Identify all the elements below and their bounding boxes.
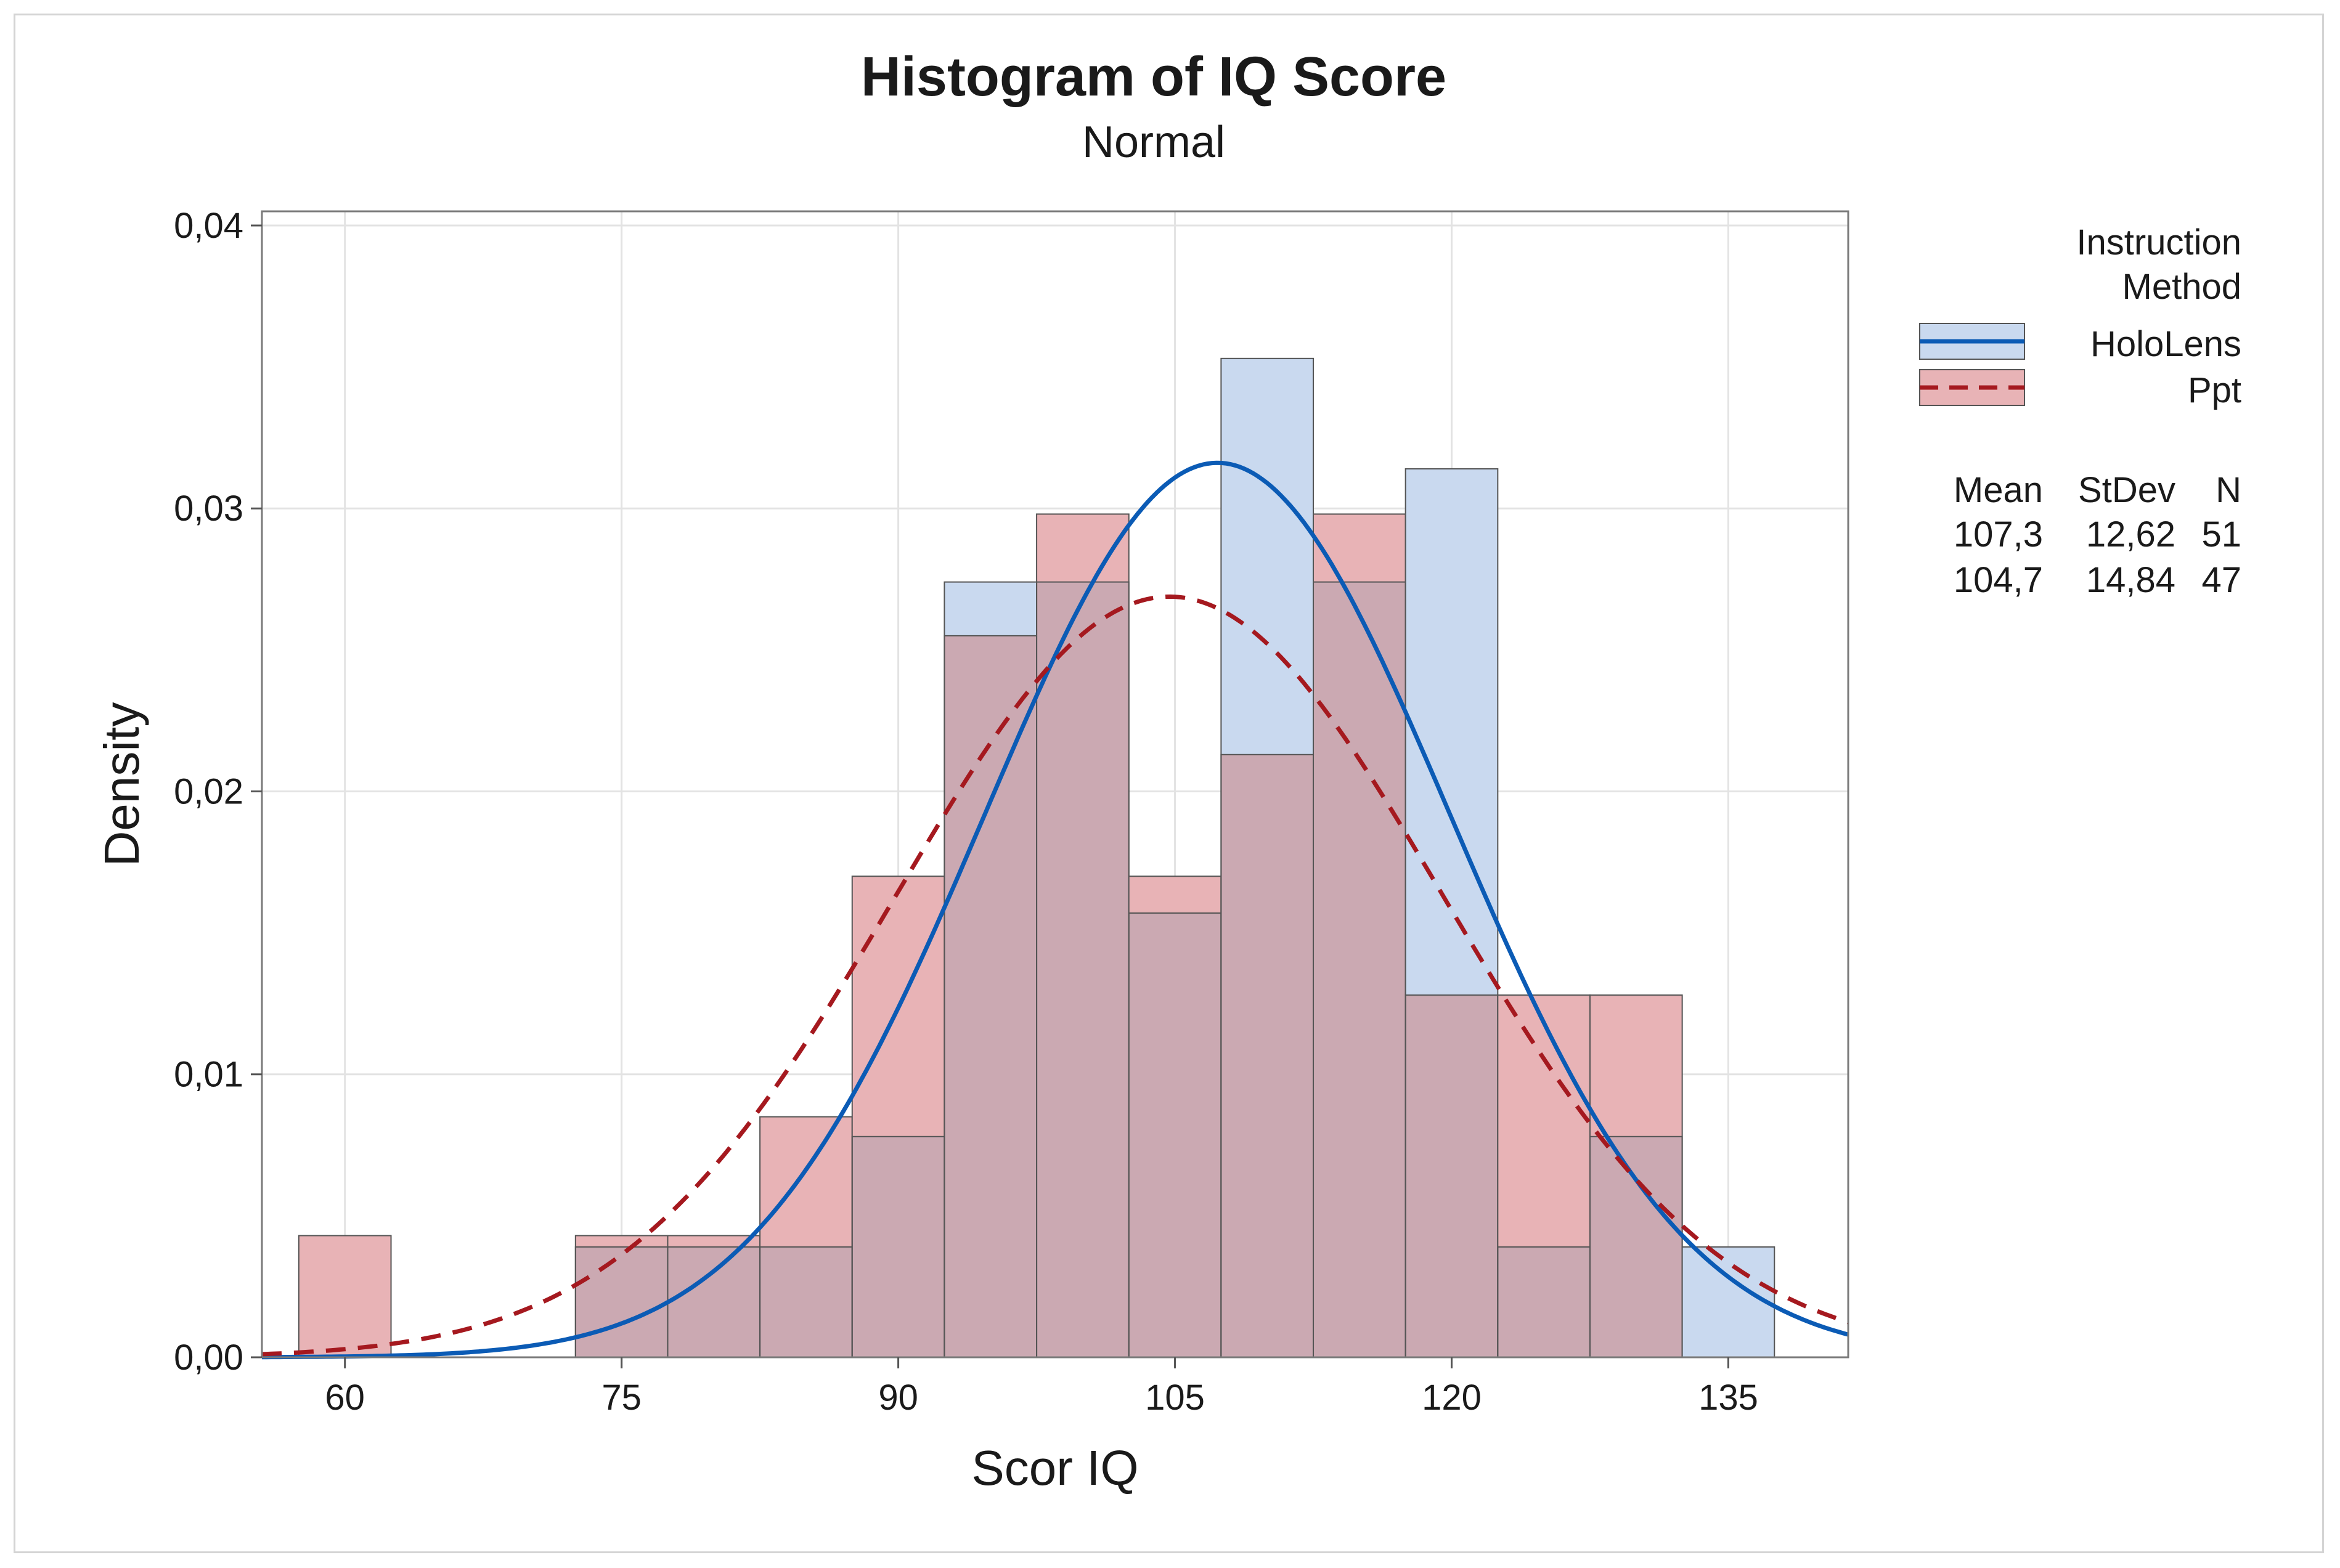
- stats-header-mean: Mean: [1954, 470, 2043, 510]
- bar-hololens: [1405, 468, 1498, 996]
- plot-area-border: [261, 210, 1849, 1359]
- stats-ppt-stdev: 14,84: [2086, 560, 2175, 600]
- histogram-chart: Histogram of IQ Score Normal 0,000,010,0…: [94, 46, 2241, 1495]
- normal-fit-curves: [261, 460, 1849, 1360]
- bar-ppt: [575, 1235, 668, 1247]
- bar-ppt: [1498, 995, 1590, 1247]
- axes: 0,00 0,01 0,02 0,03 0,04 60 75 90 105 120 135: [174, 206, 1758, 1418]
- bar-overlap: [1589, 1136, 1682, 1357]
- y-tick-label: 0,02: [174, 771, 243, 811]
- bar-overlap: [1405, 995, 1498, 1357]
- stats-header-n: N: [2216, 470, 2241, 510]
- bar-overlap: [852, 1136, 945, 1357]
- stats-ppt-n: 47: [2201, 560, 2241, 600]
- normal-curve-ppt: [261, 594, 1849, 1357]
- chart-subtitle: Normal: [1082, 118, 1225, 167]
- x-tick-label: 105: [1145, 1378, 1205, 1418]
- bar-ppt: [667, 1235, 760, 1247]
- x-tick-label: 60: [325, 1378, 365, 1418]
- bar-overlap: [1221, 754, 1314, 1357]
- bar-overlap: [1313, 582, 1406, 1357]
- x-tick-label: 90: [878, 1378, 918, 1418]
- x-axis-label: Scor IQ: [971, 1440, 1138, 1495]
- bar-overlap: [1037, 582, 1129, 1357]
- x-tick-label: 75: [601, 1378, 642, 1418]
- histogram-bars: [298, 357, 1775, 1359]
- y-axis-label: Density: [94, 702, 149, 867]
- bar-ppt: [1589, 995, 1682, 1137]
- x-tick-label: 120: [1422, 1378, 1482, 1418]
- stats-hololens-n: 51: [2201, 514, 2241, 554]
- bar-hololens: [1221, 358, 1314, 755]
- normal-curve-hololens: [262, 460, 1849, 1360]
- bar-hololens: [1682, 1246, 1775, 1357]
- stats-header-stdev: StDev: [2078, 470, 2175, 510]
- legend-title-line2: Method: [2122, 267, 2241, 307]
- bar-overlap: [1128, 912, 1221, 1357]
- bar-overlap: [667, 1246, 760, 1357]
- stats-ppt-mean: 104,7: [1954, 560, 2043, 600]
- x-tick-label: 135: [1698, 1378, 1758, 1418]
- bar-overlap: [575, 1246, 668, 1357]
- bar-ppt: [298, 1235, 391, 1357]
- bar-hololens: [944, 582, 1037, 636]
- bar-overlap: [944, 635, 1037, 1357]
- legend-label-ppt: Ppt: [2188, 370, 2241, 410]
- y-tick-label: 0,04: [174, 206, 243, 246]
- bar-ppt: [1128, 876, 1221, 913]
- bar-ppt: [1313, 514, 1406, 582]
- chart-frame: Histogram of IQ Score Normal 0,00 0,01 0,0…: [14, 14, 2324, 1553]
- y-tick-label: 0,00: [174, 1338, 243, 1378]
- bar-overlap: [760, 1246, 852, 1357]
- bar-overlap: [1498, 1246, 1590, 1357]
- legend-label-hololens: HoloLens: [2090, 324, 2241, 364]
- y-tick-label: 0,01: [174, 1055, 243, 1095]
- legend-title-line1: Instruction: [2076, 222, 2241, 262]
- bar-ppt: [760, 1116, 852, 1247]
- stats-hololens-stdev: 12,62: [2086, 514, 2175, 554]
- stats-hololens-mean: 107,3: [1954, 514, 2043, 554]
- legend: Instruction Method HoloLens Ppt Mean StD…: [1919, 222, 2241, 600]
- y-tick-label: 0,03: [174, 489, 243, 529]
- chart-title: Histogram of IQ Score: [861, 46, 1446, 108]
